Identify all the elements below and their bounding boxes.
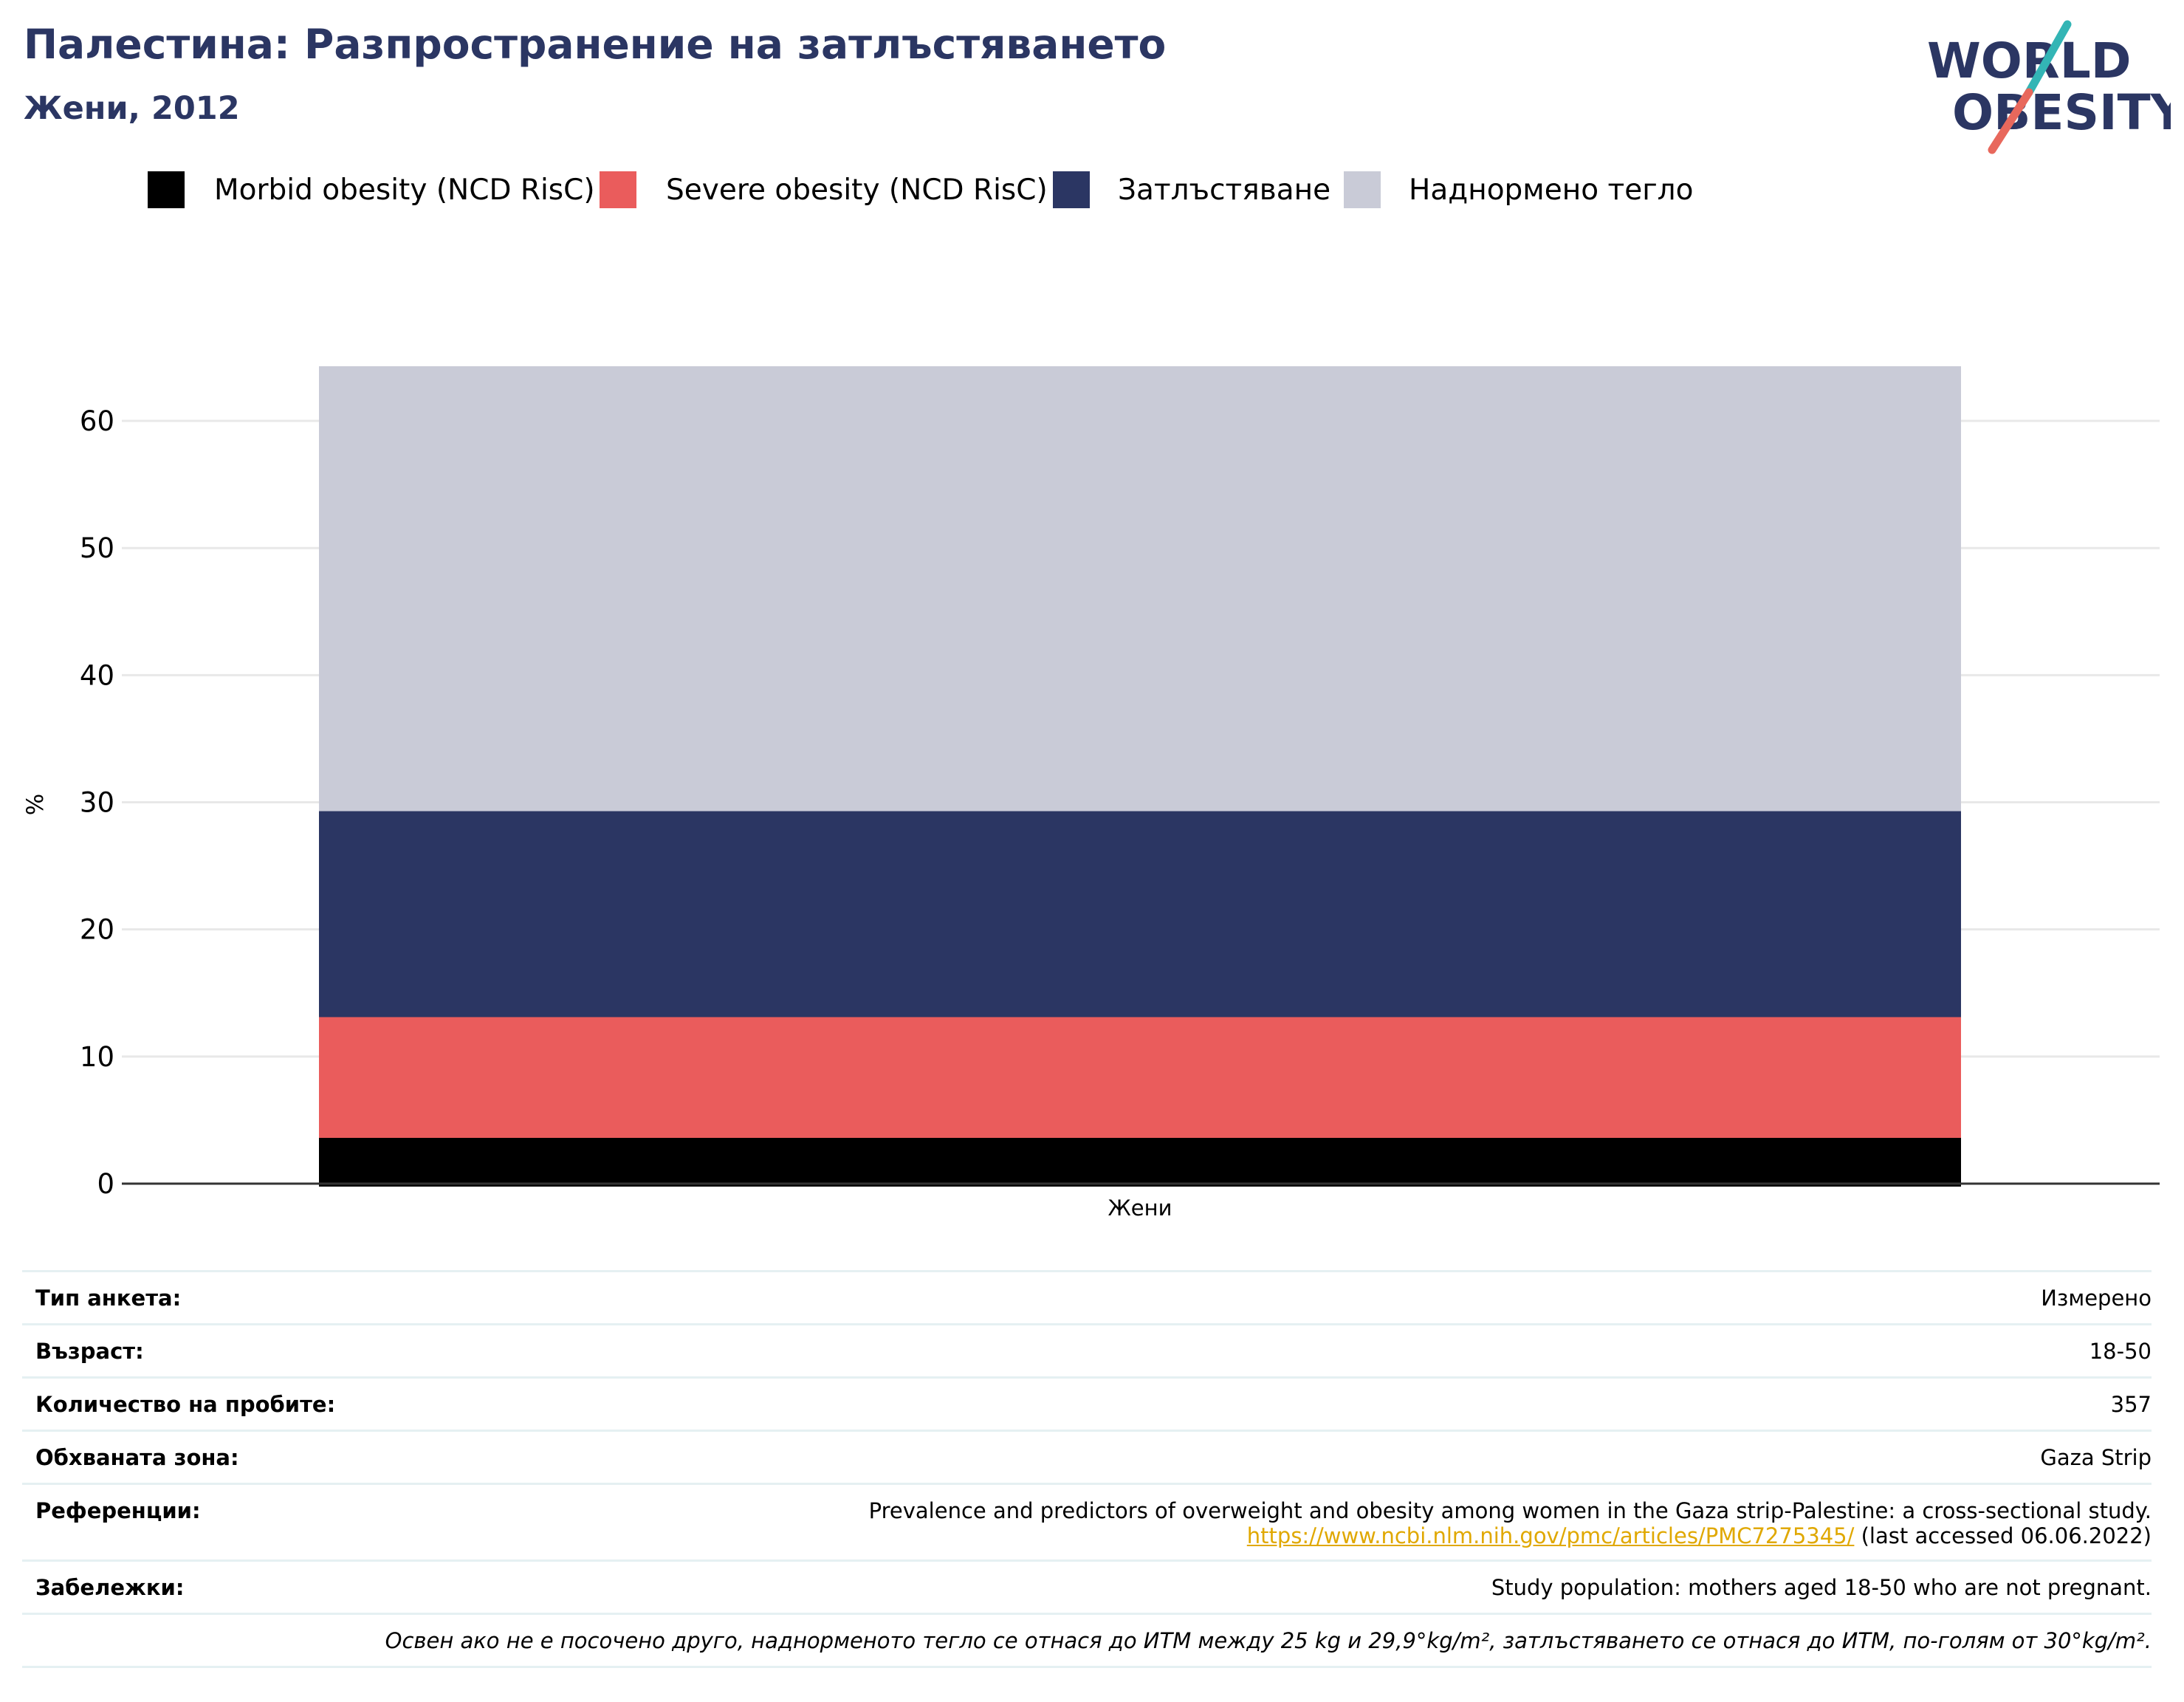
meta-row-footnote: Освен ако не е посочено друго, наднормен… — [22, 1613, 2152, 1666]
y-axis-label: % — [22, 794, 49, 815]
legend-swatch-severe — [600, 171, 636, 208]
notes-label: Забележки: — [35, 1575, 185, 1600]
chart-x-categories: Жени — [1108, 1195, 1172, 1221]
world-obesity-logo: WORLD OBESITY — [1927, 20, 2171, 154]
meta-row-references: Референции: Prevalence and predictors of… — [22, 1483, 2152, 1559]
reference-accessed: (last accessed 06.06.2022) — [1854, 1523, 2152, 1548]
definition-footnote: Освен ако не е посочено друго, наднормен… — [385, 1628, 2152, 1653]
logo-word-world: WORLD — [1927, 32, 2132, 89]
chart-title: Палестина: Разпространение на затлъстява… — [24, 21, 1167, 68]
y-tick-label-10: 10 — [80, 1041, 114, 1073]
reference-link[interactable]: https://www.ncbi.nlm.nih.gov/pmc/article… — [1246, 1523, 1855, 1548]
legend-label-overweight: Наднормено тегло — [1409, 174, 1694, 207]
y-tick-label-60: 60 — [80, 405, 114, 437]
legend-swatch-morbid — [148, 171, 185, 208]
bar-morbid-obesity-ncd-risc--0 — [319, 1138, 1961, 1187]
chart-bars — [319, 366, 1961, 1187]
meta-row-sample: Количество на пробите: 357 — [22, 1376, 2152, 1430]
survey-type-value: Измерено — [2041, 1286, 2152, 1311]
logo-slash-teal — [2025, 20, 2072, 97]
x-category-label-0: Жени — [1108, 1195, 1172, 1221]
legend-swatch-obesity — [1053, 171, 1090, 208]
age-value: 18-50 — [2089, 1339, 2152, 1364]
logo-word-obesity: OBESITY — [1952, 84, 2171, 141]
area-label: Обхваната зона: — [35, 1445, 239, 1470]
meta-row-notes: Забележки: Study population: mothers age… — [22, 1559, 2152, 1613]
legend-swatch-overweight — [1344, 171, 1381, 208]
references-value: Prevalence and predictors of overweight … — [869, 1498, 2152, 1548]
sample-size-value: 357 — [2110, 1392, 2152, 1417]
logo-slash-coral — [1988, 88, 2033, 154]
meta-row-area: Обхваната зона: Gaza Strip — [22, 1430, 2152, 1483]
reference-title: Prevalence and predictors of overweight … — [868, 1498, 2152, 1523]
notes-value: Study population: mothers aged 18-50 who… — [1491, 1575, 2152, 1600]
age-label: Възраст: — [35, 1339, 144, 1364]
chart-plot: 0 10 20 30 40 50 60 % Жени — [22, 366, 2160, 1221]
legend-label-severe: Severe obesity (NCD RisC) — [666, 174, 1048, 207]
meta-row-age: Възраст: 18-50 — [22, 1323, 2152, 1376]
chart-y-ticks: 0 10 20 30 40 50 60 — [80, 405, 114, 1200]
chart-subtitle: Жени, 2012 — [24, 90, 240, 127]
y-tick-label-30: 30 — [80, 787, 114, 819]
y-tick-label-0: 0 — [97, 1168, 114, 1200]
references-label: Референции: — [35, 1498, 201, 1523]
reference-link-line: https://www.ncbi.nlm.nih.gov/pmc/article… — [869, 1523, 2152, 1548]
legend-label-obesity: Затлъстяване — [1118, 174, 1331, 207]
meta-row-survey-type: Тип анкета: Измерено — [22, 1270, 2152, 1323]
y-tick-label-50: 50 — [80, 532, 114, 564]
y-tick-label-40: 40 — [80, 659, 114, 691]
survey-details-table: Тип анкета: Измерено Възраст: 18-50 Коли… — [22, 1270, 2152, 1668]
survey-type-label: Тип анкета: — [35, 1286, 182, 1311]
legend-label-morbid: Morbid obesity (NCD RisC) — [214, 174, 595, 207]
area-value: Gaza Strip — [2040, 1445, 2152, 1470]
sample-size-label: Количество на пробите: — [35, 1392, 336, 1417]
y-tick-label-20: 20 — [80, 914, 114, 946]
table-bottom-border — [22, 1666, 2152, 1668]
